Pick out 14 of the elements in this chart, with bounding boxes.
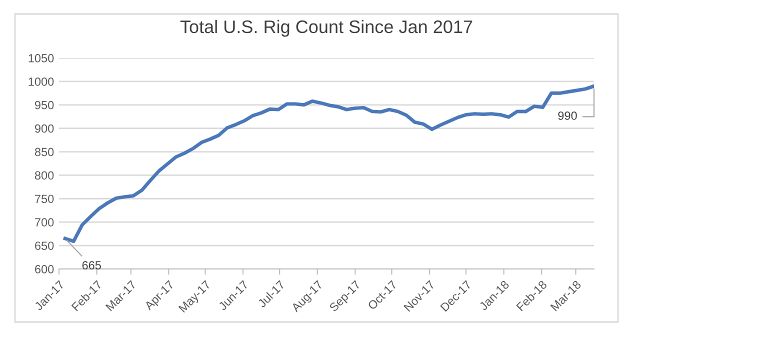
y-tick-label: 800	[34, 171, 54, 180]
y-tick-label: 750	[35, 194, 54, 204]
y-tick-label: 950	[34, 100, 54, 110]
annotation: 990	[558, 112, 577, 120]
y-tick-label: 850	[34, 148, 54, 156]
chart-title: Total U.S. Rig Count Since Jan 2017	[180, 20, 472, 37]
annotation: 665	[82, 261, 101, 270]
y-tick-label: 700	[35, 218, 54, 227]
y-tick-label: 600	[35, 265, 54, 274]
y-tick-label: 1000	[28, 77, 54, 86]
y-tick-label: 650	[35, 242, 54, 250]
y-tick-label: 900	[34, 124, 54, 133]
line-series	[63, 84, 594, 244]
y-tick-label: 1050	[28, 54, 54, 62]
